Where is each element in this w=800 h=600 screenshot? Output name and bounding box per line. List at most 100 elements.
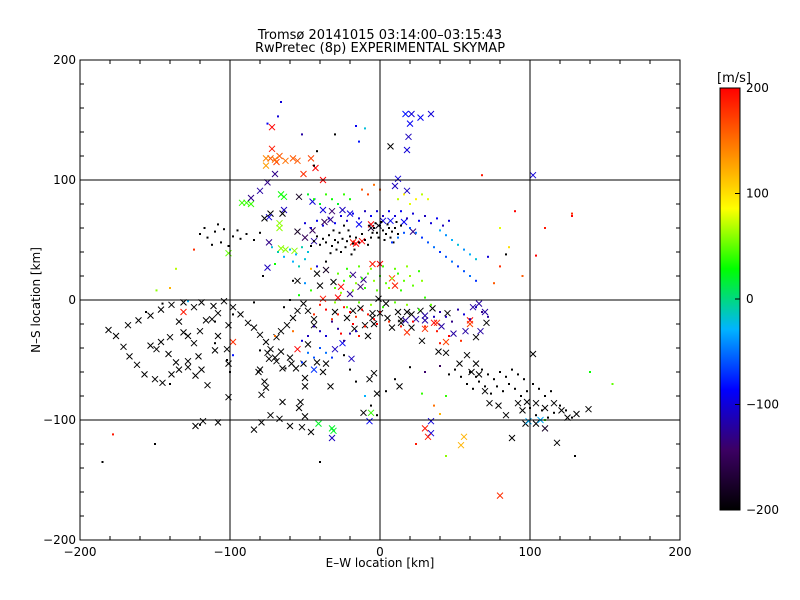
data-point-dot [262, 275, 264, 277]
data-point-cross [313, 270, 321, 277]
data-point-dot [403, 279, 405, 282]
data-point-cross [256, 187, 264, 195]
data-point-dot [370, 215, 372, 217]
data-point-dot [289, 248, 291, 251]
data-point-cross [496, 492, 504, 499]
data-point-dot [433, 404, 435, 407]
data-point-dot [319, 461, 321, 463]
data-point-dot [367, 193, 369, 196]
data-point-cross [472, 360, 480, 367]
data-point-dot [436, 217, 438, 220]
data-point-cross [330, 278, 337, 286]
data-point-dot [352, 212, 354, 215]
data-point-dot [389, 236, 392, 239]
data-point-dot [499, 265, 501, 268]
data-point-cross [238, 199, 246, 207]
data-point-dot [352, 242, 354, 245]
data-point-cross [433, 319, 441, 327]
data-point-dot [544, 227, 546, 229]
data-point-cross [261, 378, 268, 385]
data-point-dot [380, 221, 383, 223]
data-point-dot [206, 236, 209, 239]
data-point-cross [250, 426, 258, 433]
data-point-dot [325, 193, 327, 196]
data-point-dot [457, 308, 459, 311]
data-point-dot [227, 245, 230, 247]
data-point-cross [519, 407, 526, 414]
data-point-cross [267, 345, 274, 353]
data-point-dot [574, 455, 576, 457]
data-point-dot [355, 236, 357, 239]
data-point-cross [366, 375, 373, 383]
data-point-dot [499, 227, 501, 229]
data-point-cross [319, 206, 327, 214]
data-point-dot [361, 188, 363, 191]
data-point-dot [382, 215, 384, 217]
data-point-cross [168, 301, 175, 309]
chart-subtitle: RwPretec (8p) EXPERIMENTAL SKYMAP [255, 41, 505, 56]
data-point-dot [355, 125, 357, 127]
data-point-dot [347, 229, 350, 232]
data-point-dot [415, 231, 417, 234]
data-point-dot [520, 395, 522, 397]
data-point-dot [439, 229, 441, 232]
data-point-dot [319, 347, 321, 349]
data-point-dot [226, 359, 228, 361]
data-point-cross [262, 162, 270, 169]
data-point-cross [300, 170, 307, 178]
data-point-cross [301, 383, 309, 390]
data-point-dot [391, 230, 393, 233]
data-point-cross [247, 194, 255, 202]
colorbar-tick-label: 0 [746, 292, 754, 306]
data-point-dot [493, 378, 495, 381]
data-point-dot [259, 231, 261, 234]
data-point-dot [301, 133, 303, 136]
data-point-dot [358, 241, 360, 244]
data-point-cross [298, 423, 306, 431]
data-point-cross [355, 221, 363, 228]
data-point-cross [391, 282, 399, 289]
data-point-dot [344, 246, 347, 249]
data-point-dot [463, 270, 465, 273]
data-point-dot [502, 390, 504, 393]
data-point-dot [487, 373, 489, 376]
data-point-cross [573, 410, 580, 418]
data-point-dot [383, 239, 386, 241]
data-point-dot [427, 241, 429, 244]
data-point-dot [418, 219, 420, 222]
data-point-cross [151, 375, 159, 383]
data-point-dot [361, 308, 363, 311]
data-point-dot [511, 368, 513, 371]
data-point-dot [571, 212, 573, 215]
x-tick-label: 100 [519, 545, 542, 559]
data-point-cross [328, 207, 336, 215]
data-point-dot [385, 282, 387, 285]
data-point-dot [304, 282, 306, 285]
data-point-cross [532, 420, 540, 427]
data-point-cross [262, 155, 270, 162]
data-point-cross [199, 417, 207, 425]
data-point-cross [204, 381, 211, 389]
data-point-cross [276, 224, 283, 232]
data-point-dot [199, 233, 201, 235]
data-point-cross [147, 312, 154, 319]
data-point-cross [322, 360, 330, 367]
data-point-cross [280, 193, 288, 201]
data-point-cross [477, 327, 484, 335]
data-point-cross [277, 348, 285, 355]
data-point-dot [284, 367, 287, 370]
data-point-cross [375, 295, 382, 303]
data-point-cross [184, 357, 192, 365]
data-point-cross [508, 434, 516, 442]
data-point-dot [295, 253, 297, 256]
data-point-dot [370, 236, 372, 239]
data-point-dot [361, 277, 363, 280]
data-point-dot [433, 315, 435, 318]
data-point-dot [337, 241, 339, 244]
data-point-dot [514, 210, 516, 213]
data-point-dot [376, 210, 378, 213]
data-point-dot [220, 241, 222, 244]
data-point-cross [157, 338, 165, 346]
data-point-dot [271, 246, 273, 249]
data-point-cross [460, 433, 468, 441]
